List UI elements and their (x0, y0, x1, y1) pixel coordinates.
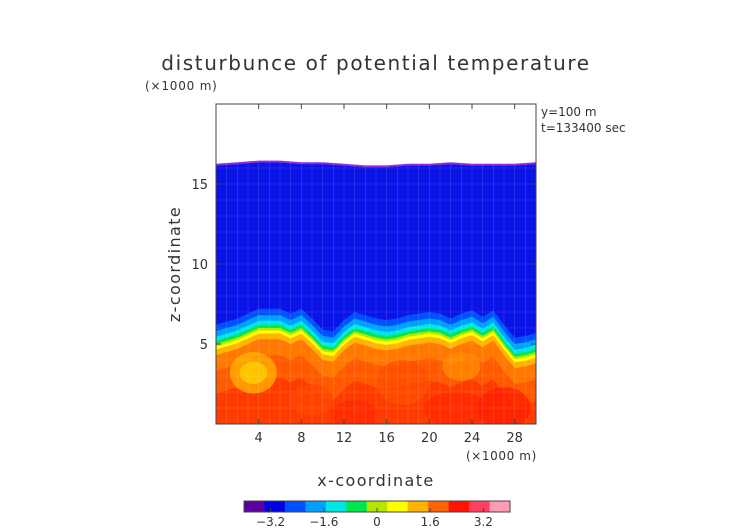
colorbar (243, 500, 511, 513)
colorbar-segment (387, 501, 409, 512)
y-tick-label: 5 (200, 338, 208, 353)
colorbar-tick-label: −1.6 (309, 515, 338, 529)
y-axis-label: z-coordinate (165, 206, 184, 322)
colorbar-segment (469, 501, 491, 512)
colorbar-segment (366, 501, 388, 512)
y-axis-unit: (×1000 m) (145, 79, 218, 93)
top-boundary-line (216, 160, 536, 168)
colorbar-segment (346, 501, 368, 512)
chart-title: disturbunce of potential temperature (161, 51, 590, 75)
x-tick-label: 12 (336, 431, 353, 446)
temperature-field (216, 104, 536, 424)
warm-spot-3 (331, 400, 379, 424)
colorbar-segment (448, 501, 470, 512)
colorbar-tick-label: 0 (373, 515, 381, 529)
annotation-y-position: y=100 m (541, 105, 597, 119)
x-tick-label: 4 (255, 431, 263, 446)
annotation-time: t=133400 sec (541, 121, 626, 135)
x-tick-label: 28 (506, 431, 523, 446)
warm-spot-7 (442, 352, 481, 381)
x-tick-label: 16 (378, 431, 395, 446)
colorbar-segment (325, 501, 347, 512)
colorbar-segment (284, 501, 306, 512)
x-axis-unit: (×1000 m) (466, 449, 537, 463)
colorbar-segment (305, 501, 327, 512)
x-tick-label: 8 (297, 431, 305, 446)
colorbar-segment (264, 501, 286, 512)
x-axis-label: x-coordinate (317, 471, 434, 490)
x-tick-label: 24 (464, 431, 481, 446)
colorbar-segment (244, 501, 265, 512)
y-axis-ticks: 5 10 15 (191, 178, 536, 353)
y-tick-label: 15 (191, 178, 208, 193)
x-tick-label: 20 (421, 431, 438, 446)
warm-spot-5 (477, 387, 531, 424)
colorbar-segment (428, 501, 450, 512)
warm-spot-4 (424, 392, 488, 424)
warm-spot-1 (239, 361, 268, 384)
colorbar-tick-label: 3.2 (474, 515, 493, 529)
warm-spot-6 (290, 384, 334, 416)
colorbar-segment (407, 501, 429, 512)
colorbar-tick-label: 1.6 (421, 515, 440, 529)
y-tick-label: 10 (191, 258, 208, 273)
colorbar-segment (489, 501, 511, 512)
warm-spot-2 (376, 360, 430, 405)
x-axis-ticks: 4 8 12 16 20 24 28 (255, 104, 523, 446)
colorbar-ticks: −3.2 −1.6 0 1.6 3.2 (256, 508, 493, 529)
colorbar-tick-label: −3.2 (256, 515, 285, 529)
